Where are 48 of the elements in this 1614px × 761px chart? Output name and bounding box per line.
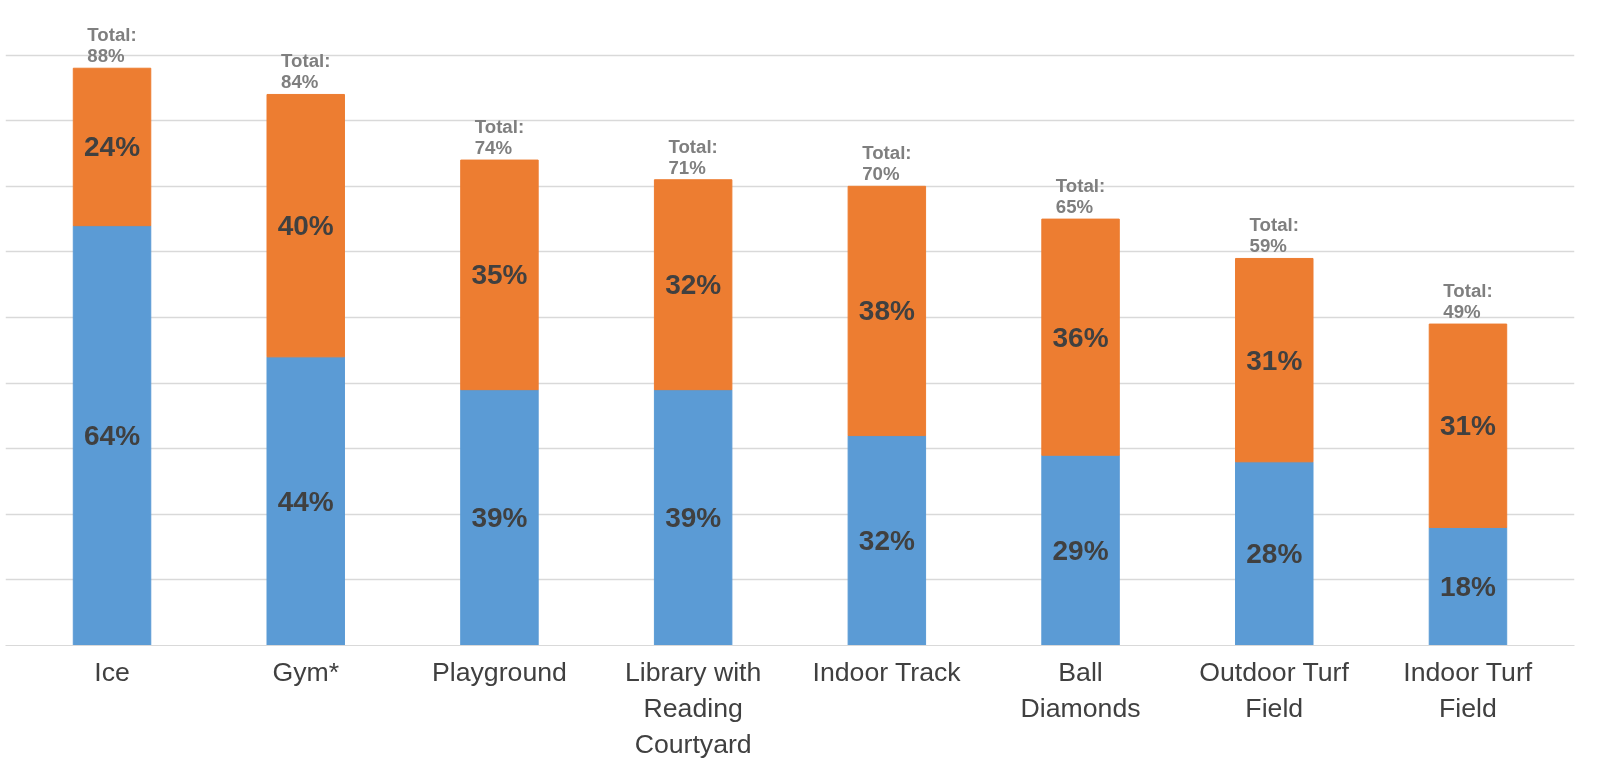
- bar: [460, 159, 539, 391]
- data-label: 38%: [858, 295, 915, 327]
- total-label: Total: 65%: [1055, 175, 1106, 218]
- data-label: 18%: [1439, 570, 1497, 602]
- data-label: 24%: [84, 131, 141, 163]
- bar: [1428, 323, 1508, 528]
- total-label: Total: 71%: [668, 135, 718, 178]
- x-tick-label: Outdoor Turf Field: [1199, 656, 1350, 723]
- x-tick-label: Ball Diamonds: [1020, 656, 1141, 723]
- data-label: 35%: [471, 259, 528, 291]
- x-tick-label: Library with Reading Courtyard: [625, 656, 762, 759]
- bar: [1041, 218, 1120, 456]
- data-label: 39%: [665, 502, 722, 534]
- total-label: Total: 49%: [1443, 280, 1493, 323]
- bar: [1235, 257, 1314, 463]
- data-label: 31%: [1439, 410, 1497, 442]
- data-label: 39%: [471, 502, 528, 534]
- total-label: Total: 74%: [474, 116, 525, 159]
- bar: [72, 225, 152, 646]
- data-label: 36%: [1052, 321, 1109, 353]
- bar: [653, 389, 733, 646]
- bar: [1428, 526, 1508, 646]
- total-label: Total: 84%: [281, 50, 331, 93]
- bar: [653, 179, 733, 391]
- bar: [266, 93, 345, 358]
- total-label: Total: 70%: [862, 142, 912, 185]
- x-tick-label: Gym*: [272, 656, 340, 687]
- bar: [72, 67, 152, 227]
- bar: [1235, 461, 1314, 646]
- data-label: 44%: [277, 485, 334, 517]
- bar: [266, 356, 345, 646]
- x-tick-label: Playground: [432, 656, 567, 687]
- data-label: 40%: [277, 210, 334, 242]
- total-label: Total: 88%: [87, 24, 137, 67]
- x-tick-label: Indoor Track: [812, 656, 962, 687]
- x-tick-label: Indoor Turf Field: [1403, 656, 1533, 723]
- data-label: 32%: [858, 525, 915, 557]
- bar: [847, 185, 927, 437]
- data-label: 32%: [665, 269, 722, 301]
- x-tick-label: Ice: [94, 656, 130, 687]
- total-label: Total: 59%: [1249, 214, 1299, 257]
- bar: [460, 389, 539, 646]
- bar: [1041, 454, 1120, 646]
- data-label: 29%: [1052, 534, 1109, 566]
- data-label: 31%: [1246, 344, 1303, 376]
- data-label: 28%: [1246, 538, 1303, 570]
- bar: [847, 435, 927, 646]
- data-label: 64%: [84, 420, 141, 452]
